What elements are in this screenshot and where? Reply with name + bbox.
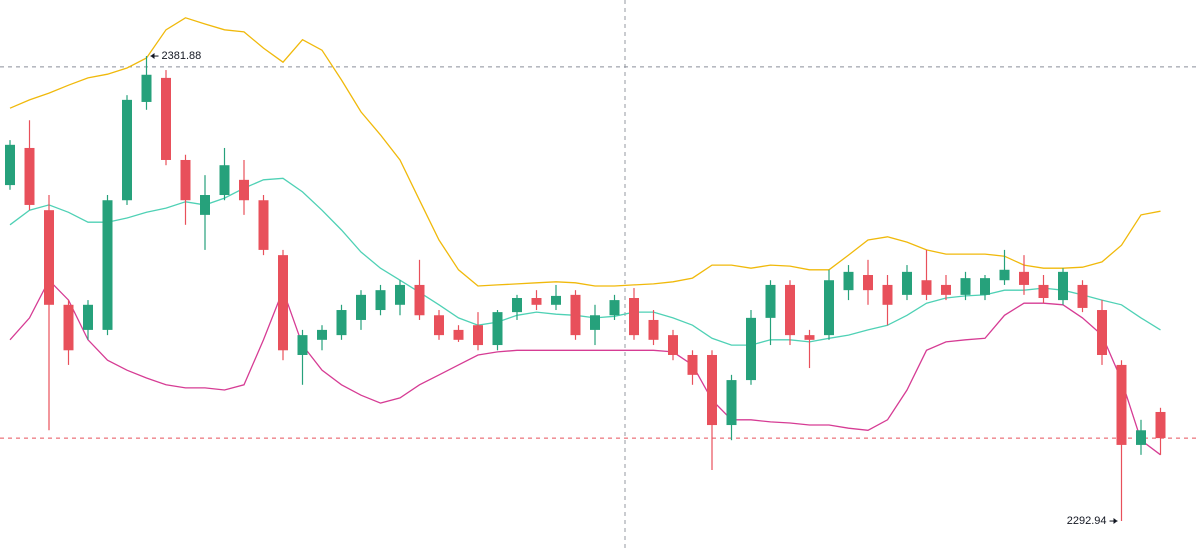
candle-body	[1077, 284, 1088, 308]
candle-body	[804, 335, 815, 340]
candle-body	[551, 295, 561, 305]
max-label: 2381.88	[162, 50, 202, 62]
candle-body	[668, 335, 678, 355]
candle-body	[1058, 271, 1068, 301]
max-arrow-head	[150, 53, 155, 60]
candle-body	[824, 280, 834, 336]
candle-body	[63, 304, 74, 351]
candle-body	[999, 269, 1010, 281]
min-label: 2292.94	[1067, 515, 1107, 527]
candle-body	[980, 278, 990, 295]
candle-body	[863, 275, 873, 291]
candle-body	[336, 310, 347, 336]
candle-body	[746, 317, 756, 381]
candle-body	[843, 271, 854, 291]
candle-body	[83, 304, 93, 330]
candle-body	[5, 144, 15, 186]
band-line	[9, 177, 1161, 346]
candle-body	[180, 159, 191, 201]
candle-body	[258, 200, 269, 250]
candle-body	[473, 325, 483, 346]
candle-body	[609, 300, 620, 316]
candle-body	[765, 284, 776, 318]
candle-body	[1136, 430, 1146, 445]
candle-body	[453, 329, 464, 340]
candle-body	[24, 147, 35, 205]
candle-body	[629, 298, 639, 336]
candle-body	[239, 179, 249, 201]
band-line	[9, 279, 1161, 456]
candle-body	[278, 255, 288, 351]
candle-body	[921, 280, 932, 295]
candle-body	[570, 294, 581, 336]
candle-body	[317, 329, 327, 340]
candle-body	[726, 380, 737, 426]
candle-body	[707, 354, 717, 426]
candle-body	[375, 290, 386, 311]
candle-body	[102, 200, 113, 330]
candle-body	[785, 284, 795, 336]
candle-body	[960, 278, 971, 295]
candle-body	[492, 312, 503, 346]
candle-body	[687, 354, 698, 375]
candle-body	[648, 319, 659, 340]
candle-body	[1116, 364, 1127, 445]
candle-body	[1019, 271, 1029, 285]
candle-body	[941, 284, 951, 295]
candle-body	[200, 195, 210, 215]
candle-body	[414, 284, 425, 316]
candle-body	[512, 298, 522, 313]
candle-body	[902, 271, 912, 295]
candle-body	[161, 77, 171, 160]
candle-body	[1097, 310, 1107, 355]
candle-body	[297, 335, 308, 355]
band-line	[9, 17, 1161, 287]
candle-body	[44, 210, 54, 305]
candle-body	[141, 74, 152, 102]
candle-body	[395, 284, 405, 305]
candle-body	[1155, 411, 1166, 439]
candle-body	[219, 165, 230, 196]
candle-body	[1038, 284, 1049, 299]
candle-body	[590, 315, 600, 330]
min-arrow-head	[1113, 518, 1118, 525]
candle-body	[531, 298, 542, 305]
candle-body	[356, 294, 366, 320]
candle-body	[122, 99, 132, 201]
candle-body	[434, 315, 444, 336]
candle-body	[882, 284, 893, 305]
